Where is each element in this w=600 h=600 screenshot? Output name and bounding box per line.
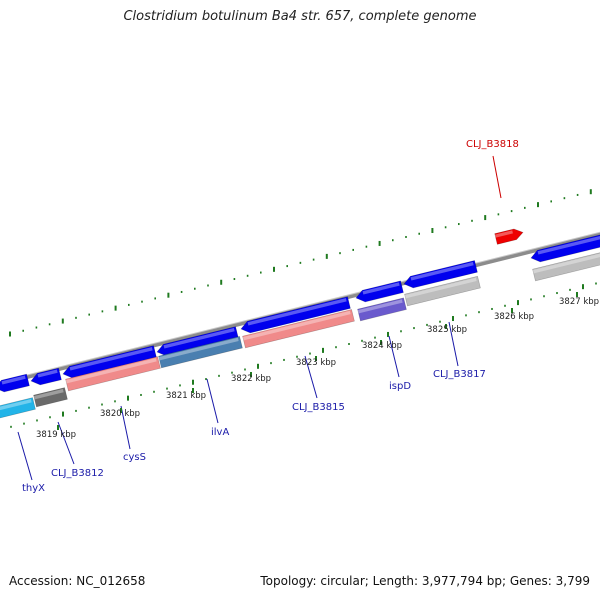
label-leaders [17, 155, 578, 481]
outer-tick-ring [9, 189, 592, 337]
cds-cysS-shape[interactable] [65, 356, 161, 392]
gene-arrow-2[interactable] [30, 367, 62, 387]
cds-thyX-shape[interactable] [0, 397, 36, 420]
cds-CLJ_B3817[interactable] [404, 275, 481, 307]
cds-CLJ_B3812-gloss [33, 389, 64, 400]
gene-arrow-CLJ_B3818[interactable] [494, 227, 525, 245]
gene-label-CLJ_B3818[interactable]: CLJ_B3818 [466, 139, 519, 150]
cds-cysS-gloss [65, 358, 157, 384]
gene-arrow-1-shape[interactable] [0, 373, 30, 394]
leader-CLJ_B3818 [492, 155, 502, 199]
tick-label-layer: 3819 kbp 3820 kbp 3821 kbp 3822 kbp 3823… [36, 297, 599, 440]
tick-label-3822: 3822 kbp [231, 374, 271, 384]
cds-ilvA-gloss [158, 337, 239, 361]
gene-arrow-CLJ_B3818-shape[interactable] [494, 227, 525, 245]
gene-arrow-CLJ_B3818-gloss [494, 230, 513, 238]
tick-label-3825: 3825 kbp [427, 325, 467, 335]
gene-label-cysS[interactable]: cysS [123, 452, 146, 463]
tick-label-3826: 3826 kbp [494, 312, 534, 322]
cds-CLJ_B3817-shape[interactable] [404, 275, 481, 307]
leader-cysS [120, 405, 131, 450]
gene-arrow-6[interactable] [355, 280, 404, 304]
leader-ilvA [206, 378, 219, 424]
leader-thyX [17, 431, 33, 481]
cds-extra-shape[interactable] [532, 251, 600, 282]
gene-track[interactable] [0, 227, 600, 420]
tick-label-3820: 3820 kbp [100, 409, 140, 419]
gene-label-CLJ_B3815[interactable]: CLJ_B3815 [292, 402, 345, 413]
cds-CLJ_B3817-gloss [404, 277, 477, 299]
gene-label-CLJ_B3812[interactable]: CLJ_B3812 [51, 468, 104, 479]
cds-thyX[interactable] [0, 397, 36, 420]
gene-label-CLJ_B3817[interactable]: CLJ_B3817 [433, 369, 486, 380]
gene-arrow-5-shape[interactable] [240, 296, 351, 335]
gene-arrow-3[interactable] [62, 345, 157, 380]
gene-label-ispD[interactable]: ispD [389, 381, 411, 392]
cds-cysS[interactable] [65, 356, 161, 392]
gene-arrow-2-shape[interactable] [30, 367, 62, 387]
gene-arrow-7-gloss [410, 261, 474, 281]
leader-ispD [388, 335, 400, 378]
tick-label-3824: 3824 kbp [362, 341, 402, 351]
cds-ispD[interactable] [357, 297, 407, 322]
accession-text: Accession: NC_012658 [9, 574, 146, 588]
cds-CLJ_B3815-shape[interactable] [242, 309, 355, 349]
gene-arrow-6-shape[interactable] [355, 280, 404, 304]
gene-arrow-7[interactable] [403, 260, 478, 290]
gene-arrow-8-shape[interactable] [530, 233, 600, 264]
topology-text: Topology: circular; Length: 3,977,794 bp… [260, 574, 590, 588]
gene-label-layer: thyX CLJ_B3812 cysS ilvA CLJ_B3815 ispD … [22, 139, 519, 494]
inner-tick-ring [10, 282, 597, 428]
cds-extra-gloss [532, 253, 600, 274]
gene-arrow-8-gloss [537, 235, 600, 255]
map-title: Clostridium botulinum Ba4 str. 657, comp… [123, 9, 477, 24]
tick-label-3819: 3819 kbp [36, 430, 76, 440]
cds-extra[interactable] [532, 251, 600, 282]
leader-CLJ_B3817 [448, 321, 459, 367]
gene-arrow-3-gloss [69, 347, 153, 371]
cds-thyX-gloss [0, 399, 32, 412]
gene-arrow-1-gloss [1, 375, 26, 385]
cds-ilvA[interactable] [158, 335, 243, 369]
cds-CLJ_B3812[interactable] [33, 387, 68, 408]
cds-ilvA-shape[interactable] [158, 335, 243, 369]
backbone-highlight [0, 231, 600, 383]
gene-arrow-3-shape[interactable] [62, 345, 157, 380]
cds-CLJ_B3812-shape[interactable] [33, 387, 68, 408]
gene-arrow-1[interactable] [0, 373, 30, 394]
gene-label-ilvA[interactable]: ilvA [211, 427, 229, 438]
tick-label-3821: 3821 kbp [166, 391, 206, 401]
cds-ispD-shape[interactable] [357, 297, 407, 322]
gene-arrow-7-shape[interactable] [403, 260, 478, 290]
gene-arrow-5[interactable] [240, 296, 351, 335]
gene-arrow-6-gloss [362, 282, 400, 295]
gene-arrow-2-gloss [37, 369, 58, 378]
gene-arrow-4-gloss [163, 328, 235, 349]
cds-ispD-gloss [357, 299, 403, 314]
tick-label-3827: 3827 kbp [559, 297, 599, 307]
cds-CLJ_B3815-gloss [242, 310, 351, 341]
leader-CLJ_B3812 [57, 421, 75, 465]
gene-arrow-5-gloss [247, 298, 347, 326]
leader-CLJ_B3815 [304, 355, 318, 399]
gene-label-thyX[interactable]: thyX [22, 483, 45, 494]
gene-arrow-8[interactable] [530, 233, 600, 264]
cds-CLJ_B3815[interactable] [242, 309, 355, 349]
tick-label-3823: 3823 kbp [296, 358, 336, 368]
